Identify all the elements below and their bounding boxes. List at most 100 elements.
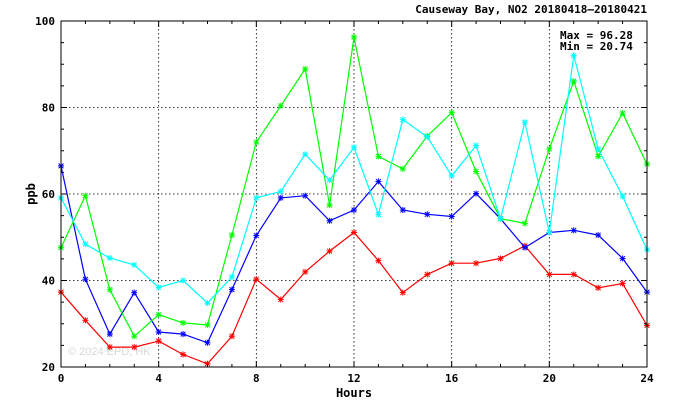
data-point [351,34,357,41]
data-point [253,139,260,146]
data-point [302,151,309,158]
data-point [326,202,333,209]
data-point [106,255,113,262]
data-point [326,177,333,184]
data-point [521,244,528,251]
y-axis-title: ppb [24,183,38,205]
data-point [570,271,577,278]
data-point [546,271,553,278]
data-point [277,194,284,201]
data-point [424,271,431,278]
data-point [204,339,211,346]
data-point [619,255,626,262]
y-tick-label: 60 [42,188,55,201]
data-point [375,257,382,264]
data-point [375,211,382,218]
data-point [131,261,138,268]
data-point [302,268,309,275]
data-point [155,328,162,335]
data-point [106,286,113,293]
data-point [424,211,431,218]
y-tick-label: 100 [35,15,55,28]
data-point [497,215,504,222]
data-point [204,299,211,306]
data-point [546,146,553,153]
data-point [302,66,309,73]
data-point [424,133,431,140]
data-point [375,178,382,185]
x-tick-label: 4 [155,372,162,385]
data-point [253,232,260,239]
data-point [546,229,553,236]
data-point [131,333,138,340]
axis-ticks: 0 4 8 12 16 20 24 20 40 60 80 100 [35,15,654,385]
chart-title: Causeway Bay, NO2 20180418–20180421 [415,3,647,16]
data-point [399,116,406,123]
data-point [595,232,602,239]
data-point [448,109,455,116]
data-point [399,289,406,296]
data-point [375,153,382,160]
data-point [228,286,235,293]
data-point [228,333,235,340]
data-point [351,144,357,151]
data-point [277,296,284,303]
data-point [619,280,626,287]
x-tick-label: 12 [347,372,360,385]
data-point [204,360,211,367]
data-point [106,344,113,351]
data-point [180,319,187,326]
x-axis-title: Hours [336,386,372,400]
data-point [155,284,162,291]
data-point [106,331,113,338]
data-point [351,207,357,214]
data-point [204,322,211,329]
data-point [473,260,480,267]
series-1 [58,229,650,367]
data-point [351,229,357,236]
data-point [399,165,406,172]
x-tick-label: 0 [58,372,65,385]
y-tick-label: 20 [42,361,55,374]
series-3 [58,34,650,340]
data-point [570,52,577,59]
data-point [131,289,138,296]
data-point [277,188,284,195]
data-point [155,311,162,318]
data-point [399,207,406,214]
data-point [570,227,577,234]
data-point [570,78,577,85]
data-point [521,119,528,126]
data-point [473,168,480,175]
x-tick-label: 24 [640,372,654,385]
data-point [619,110,626,117]
data-point [448,213,455,220]
grid-lines [61,21,647,367]
data-point [595,146,602,153]
data-point [473,142,480,149]
data-point [448,172,455,179]
max-label: Max = 96.28 [560,29,633,42]
min-label: Min = 20.74 [560,40,633,53]
watermark: © 2024 EPD, HK [68,346,151,358]
data-point [253,194,260,201]
data-point [180,351,187,358]
data-point [302,192,309,199]
data-point [595,153,602,160]
x-tick-label: 8 [253,372,260,385]
x-tick-label: 16 [445,372,459,385]
data-point [521,220,528,227]
data-point [253,276,260,283]
data-point [595,284,602,291]
data-point [82,192,89,199]
data-point [277,102,284,109]
data-point [326,248,333,255]
data-point [228,274,235,281]
data-point [82,317,89,324]
data-point [82,276,89,283]
data-point [82,241,89,248]
data-point [180,331,187,338]
x-tick-label: 20 [543,372,556,385]
data-point [473,190,480,197]
